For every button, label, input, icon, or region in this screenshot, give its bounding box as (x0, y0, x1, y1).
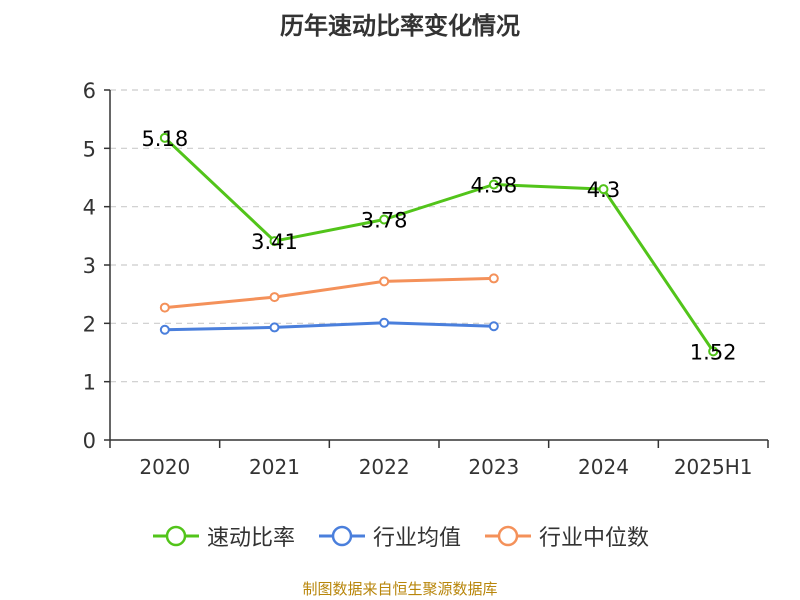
legend-marker-icon (152, 525, 199, 547)
data-point-0 (159, 132, 170, 143)
x-tick-label: 2025H1 (674, 455, 753, 479)
series-line-0 (163, 136, 715, 353)
data-point-1 (159, 324, 170, 335)
data-point-2 (379, 276, 390, 287)
data-point-0 (269, 236, 280, 247)
data-source-note: 制图数据来自恒生聚源数据库 (302, 580, 498, 598)
series-line-2 (164, 276, 494, 310)
x-tick-label: 2023 (468, 455, 519, 479)
data-point-1 (488, 321, 499, 332)
data-label: 1.52 (690, 340, 737, 364)
legend-item[interactable]: 行业中位数 (483, 520, 649, 552)
legend-label: 行业均值 (372, 526, 461, 551)
y-tick-label: 1 (83, 371, 96, 395)
data-label: 3.78 (361, 209, 408, 233)
x-tick-label: 2021 (249, 455, 300, 479)
y-tick-label: 3 (83, 254, 96, 278)
legend-item[interactable]: 行业均值 (317, 520, 461, 552)
data-point-0 (598, 184, 609, 195)
x-tick-label: 2024 (578, 455, 629, 479)
x-tick-label: 2022 (359, 455, 410, 479)
legend-label: 速动比率 (206, 526, 295, 551)
data-label: 4.3 (587, 178, 620, 202)
y-tick-label: 0 (83, 429, 96, 453)
data-label: 4.38 (470, 174, 517, 198)
data-point-1 (379, 317, 390, 328)
data-label: 3.41 (251, 230, 298, 254)
series-line-1 (164, 321, 494, 332)
data-point-2 (159, 302, 170, 313)
data-point-2 (488, 273, 499, 284)
data-point-0 (708, 346, 719, 357)
chart-legend: 速动比率 行业均值 行业中位数 (0, 520, 800, 552)
x-tick-label: 2020 (139, 455, 190, 479)
y-tick-label: 6 (83, 79, 96, 103)
data-point-1 (269, 322, 280, 333)
legend-marker-icon (485, 525, 531, 547)
data-point-0 (379, 214, 390, 225)
y-tick-label: 5 (83, 137, 96, 161)
data-point-2 (269, 292, 280, 303)
data-point-0 (488, 179, 499, 190)
y-tick-label: 2 (83, 312, 96, 336)
legend-item[interactable]: 速动比率 (151, 520, 295, 552)
y-tick-label: 4 (83, 196, 96, 220)
data-label: 5.18 (141, 127, 188, 151)
legend-marker-icon (318, 525, 365, 547)
chart-title: 历年速动比率变化情况 (280, 12, 520, 40)
legend-label: 行业中位数 (539, 526, 650, 551)
